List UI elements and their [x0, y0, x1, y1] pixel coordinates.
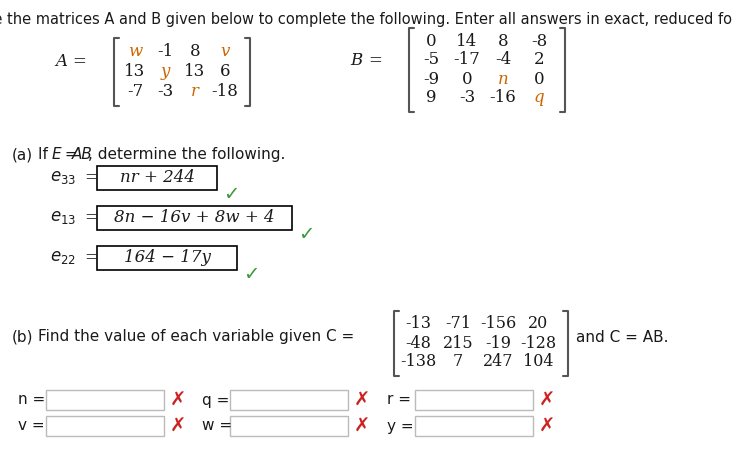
Text: -48: -48	[405, 335, 431, 351]
FancyBboxPatch shape	[97, 206, 292, 230]
Text: w =: w =	[202, 418, 232, 434]
Text: -17: -17	[454, 51, 480, 69]
Text: ✓: ✓	[223, 185, 239, 204]
Text: Use the matrices A and B given below to complete the following. Enter all answer: Use the matrices A and B given below to …	[0, 12, 732, 27]
Text: 7: 7	[453, 354, 463, 370]
Text: -19: -19	[485, 335, 511, 351]
Text: ✗: ✗	[354, 390, 370, 409]
FancyBboxPatch shape	[97, 246, 237, 270]
Text: q =: q =	[202, 393, 229, 407]
FancyBboxPatch shape	[415, 390, 533, 410]
Text: v: v	[220, 43, 230, 60]
Text: =: =	[84, 249, 98, 267]
Text: 215: 215	[443, 335, 474, 351]
Text: -3: -3	[157, 83, 173, 100]
Text: -18: -18	[212, 83, 239, 100]
Text: -138: -138	[400, 354, 436, 370]
Text: -5: -5	[423, 51, 439, 69]
Text: and C = AB.: and C = AB.	[576, 329, 668, 345]
Text: ✗: ✗	[170, 390, 187, 409]
Text: 2: 2	[534, 51, 545, 69]
Text: w: w	[128, 43, 142, 60]
Text: 8: 8	[498, 32, 508, 50]
Text: ✓: ✓	[243, 265, 259, 284]
FancyBboxPatch shape	[230, 416, 348, 436]
Text: 9: 9	[426, 89, 436, 107]
Text: -3: -3	[459, 89, 475, 107]
Text: -13: -13	[405, 316, 431, 333]
Text: Find the value of each variable given C =: Find the value of each variable given C …	[38, 329, 354, 345]
Text: $e_{22}$: $e_{22}$	[50, 249, 76, 267]
Text: (a): (a)	[12, 147, 33, 162]
Text: ✗: ✗	[170, 416, 187, 436]
Text: -7: -7	[127, 83, 143, 100]
Text: 0: 0	[534, 70, 545, 88]
Text: -16: -16	[490, 89, 516, 107]
Text: 0: 0	[426, 32, 436, 50]
Text: 20: 20	[528, 316, 548, 333]
Text: ✗: ✗	[539, 416, 556, 436]
Text: 13: 13	[184, 63, 206, 80]
Text: n: n	[498, 70, 509, 88]
Text: B: B	[350, 52, 362, 69]
Text: A: A	[55, 53, 67, 70]
Text: nr + 244: nr + 244	[119, 169, 195, 187]
Text: $e_{13}$: $e_{13}$	[50, 209, 76, 227]
FancyBboxPatch shape	[415, 416, 533, 436]
FancyBboxPatch shape	[97, 166, 217, 190]
Text: y =: y =	[387, 418, 414, 434]
Text: 14: 14	[456, 32, 477, 50]
Text: =: =	[72, 53, 86, 70]
Text: 8: 8	[190, 43, 201, 60]
Text: 13: 13	[124, 63, 146, 80]
Text: If: If	[38, 147, 53, 162]
Text: AB: AB	[72, 147, 93, 162]
Text: , determine the following.: , determine the following.	[88, 147, 285, 162]
Text: ✗: ✗	[539, 390, 556, 409]
Text: -4: -4	[495, 51, 511, 69]
Text: (b): (b)	[12, 329, 34, 345]
FancyBboxPatch shape	[46, 390, 164, 410]
Text: v =: v =	[18, 418, 45, 434]
Text: n =: n =	[18, 393, 45, 407]
Text: -71: -71	[445, 316, 471, 333]
Text: 0: 0	[462, 70, 472, 88]
FancyBboxPatch shape	[46, 416, 164, 436]
Text: =: =	[84, 169, 98, 187]
Text: 164 − 17y: 164 − 17y	[124, 249, 210, 267]
Text: 247: 247	[482, 354, 513, 370]
FancyBboxPatch shape	[230, 390, 348, 410]
Text: y: y	[160, 63, 170, 80]
Text: 6: 6	[220, 63, 231, 80]
Text: r =: r =	[387, 393, 411, 407]
Text: =: =	[84, 209, 98, 227]
Text: $e_{33}$: $e_{33}$	[50, 169, 76, 187]
Text: 104: 104	[523, 354, 553, 370]
Text: -156: -156	[480, 316, 516, 333]
Text: =: =	[368, 52, 382, 69]
Text: -1: -1	[157, 43, 173, 60]
Text: -128: -128	[520, 335, 556, 351]
Text: =: =	[60, 147, 83, 162]
Text: -8: -8	[531, 32, 547, 50]
Text: q: q	[534, 89, 545, 107]
Text: ✓: ✓	[298, 225, 314, 244]
Text: 8n − 16v + 8w + 4: 8n − 16v + 8w + 4	[113, 209, 274, 227]
Text: r: r	[191, 83, 199, 100]
Text: E: E	[52, 147, 61, 162]
Text: ✗: ✗	[354, 416, 370, 436]
Text: -9: -9	[423, 70, 439, 88]
